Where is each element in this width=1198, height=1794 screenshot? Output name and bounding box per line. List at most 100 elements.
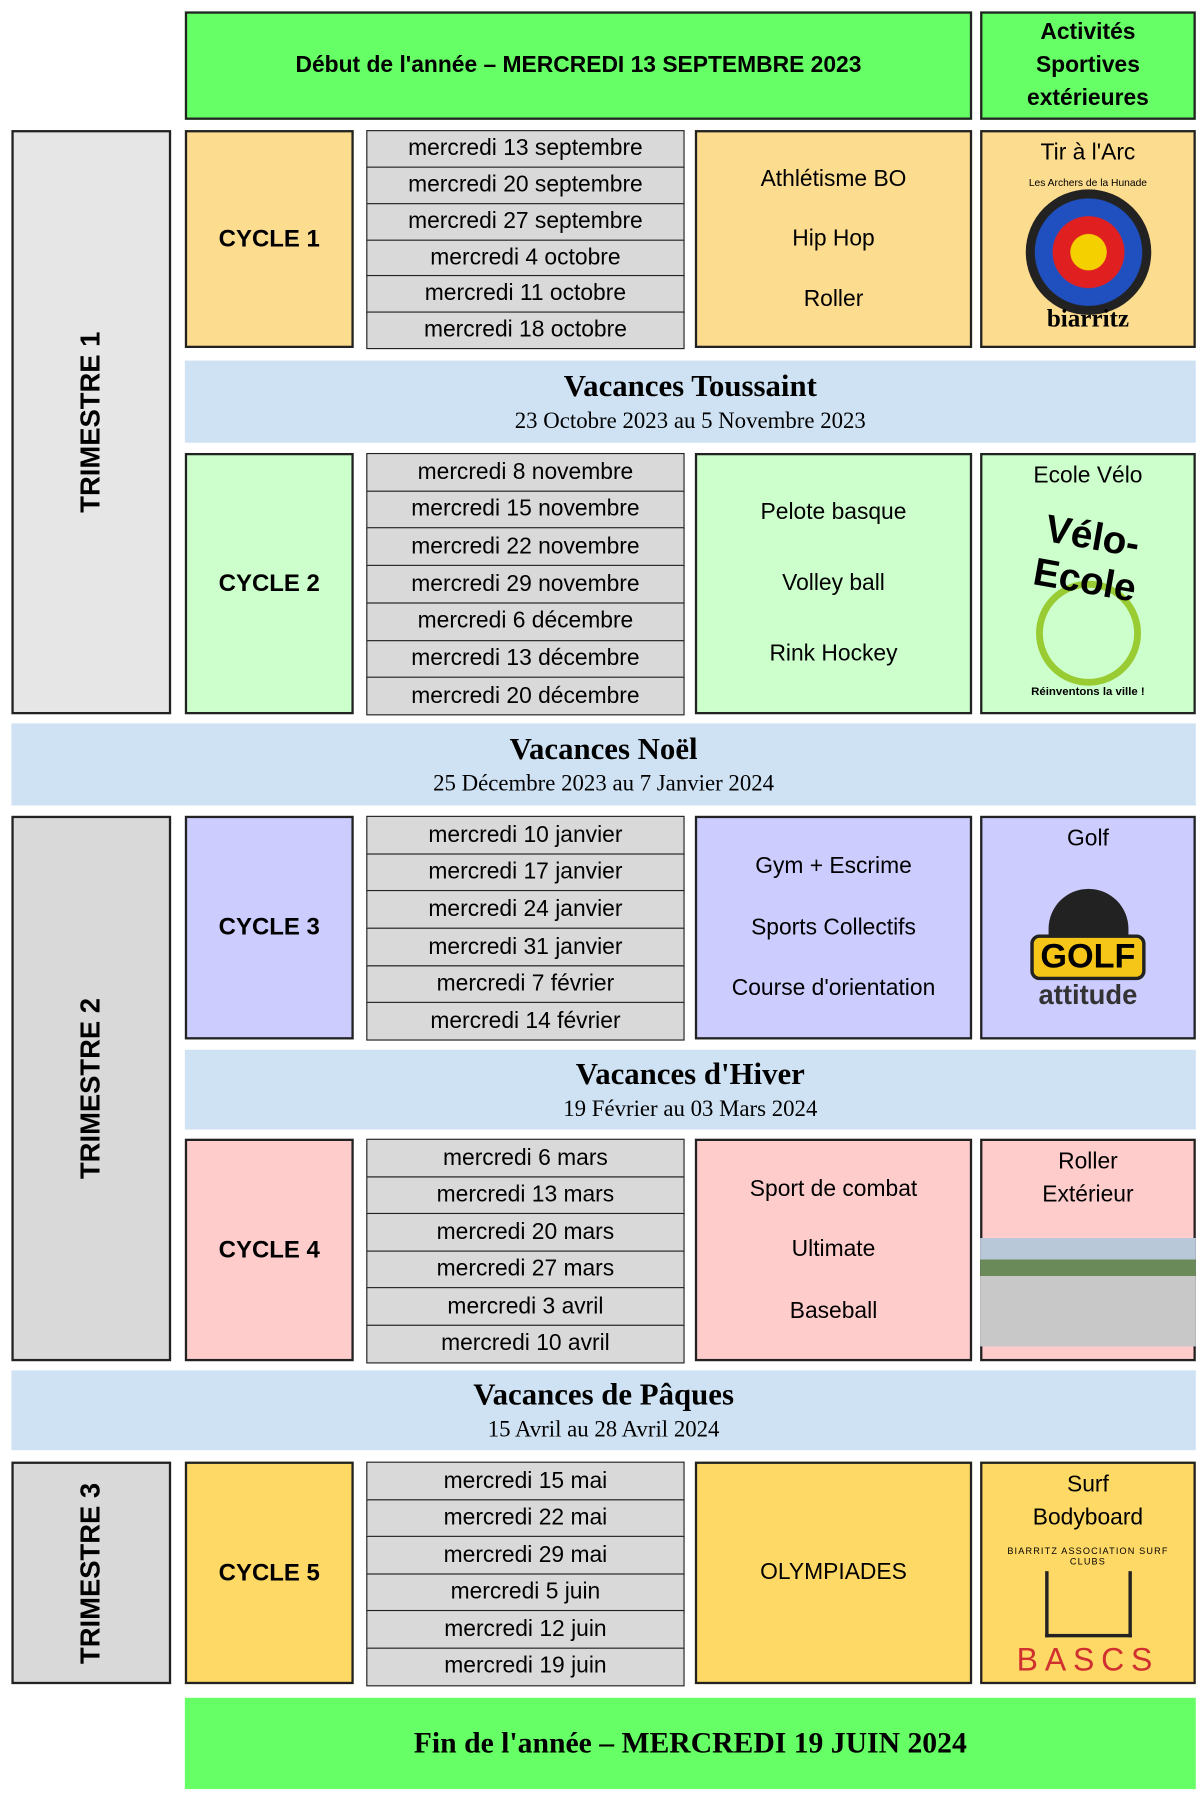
cycle-label: CYCLE 3 bbox=[184, 815, 354, 1040]
activity: OLYMPIADES bbox=[760, 1559, 907, 1585]
date: mercredi 5 juin bbox=[366, 1572, 685, 1612]
date: mercredi 13 décembre bbox=[366, 639, 685, 679]
cycle-label: CYCLE 2 bbox=[184, 452, 354, 715]
logo-text: Les Archers de la Hunade bbox=[1028, 176, 1148, 189]
outdoor-title: Ecole Vélo bbox=[1033, 463, 1143, 489]
date: mercredi 3 avril bbox=[366, 1287, 685, 1326]
outdoor: Golf GOLF attitude bbox=[980, 815, 1196, 1040]
activity: Ultimate bbox=[791, 1236, 876, 1262]
date: mercredi 20 décembre bbox=[366, 676, 685, 716]
date: mercredi 11 octobre bbox=[366, 275, 685, 314]
outdoor-title: Surf Bodyboard bbox=[1032, 1471, 1144, 1531]
logo: Les Archers de la Hunade biarritz bbox=[991, 177, 1185, 346]
outdoor: Surf Bodyboard BIARRITZ ASSOCIATION SURF … bbox=[980, 1461, 1196, 1685]
outdoor: Tir à l'Arc Les Archers de la Hunade biarr… bbox=[980, 130, 1196, 349]
date: mercredi 7 février bbox=[366, 964, 685, 1004]
trimester-label: TRIMESTRE 2 bbox=[75, 997, 107, 1180]
logo-text: Réinventons la ville ! bbox=[1031, 685, 1145, 698]
date: mercredi 18 octobre bbox=[366, 311, 685, 350]
date: mercredi 10 janvier bbox=[366, 815, 685, 855]
logo-photo bbox=[980, 1237, 1196, 1347]
date: mercredi 20 septembre bbox=[366, 166, 685, 205]
vacation-dates: 23 Octobre 2023 au 5 Novembre 2023 bbox=[514, 408, 866, 434]
date: mercredi 6 décembre bbox=[366, 602, 685, 642]
outdoor: Ecole Vélo Vélo-Ecole Réinventons la ville… bbox=[980, 452, 1196, 715]
activity: Gym + Escrime bbox=[755, 853, 912, 879]
vacation: Vacances Noël 25 Décembre 2023 au 7 Janvi… bbox=[11, 723, 1196, 806]
trimester-label: TRIMESTRE 1 bbox=[75, 331, 107, 513]
date: mercredi 29 mai bbox=[366, 1535, 685, 1575]
vacation-title: Vacances d'Hiver bbox=[575, 1056, 805, 1091]
trimester: TRIMESTRE 2 bbox=[11, 815, 172, 1362]
footer: Fin de l'année – MERCREDI 19 JUIN 2024 bbox=[184, 1697, 1196, 1790]
date: mercredi 15 novembre bbox=[366, 490, 685, 530]
activity: Athlétisme BO bbox=[760, 166, 907, 192]
activity: Rink Hockey bbox=[769, 641, 898, 667]
outdoor-title: Tir à l'Arc bbox=[1040, 140, 1136, 166]
logo-circle bbox=[1035, 580, 1141, 686]
activity: Sport de combat bbox=[749, 1175, 918, 1201]
vacation: Vacances de Pâques 15 Avril au 28 Avril 2… bbox=[11, 1370, 1196, 1451]
outdoor-title: Golf bbox=[1067, 826, 1109, 852]
logo: Vélo-Ecole Réinventons la ville ! bbox=[991, 500, 1185, 712]
vacation-dates: 19 Février au 03 Mars 2024 bbox=[563, 1096, 818, 1122]
date: mercredi 13 mars bbox=[366, 1175, 685, 1215]
activity: Hip Hop bbox=[792, 225, 875, 252]
date: mercredi 29 novembre bbox=[366, 564, 685, 604]
date: mercredi 27 septembre bbox=[366, 202, 685, 241]
activities: Athlétisme BO Hip Hop Roller bbox=[694, 130, 973, 349]
vacation-title: Vacances de Pâques bbox=[473, 1377, 734, 1412]
date: mercredi 20 mars bbox=[366, 1212, 685, 1252]
activity: Pelote basque bbox=[760, 499, 907, 525]
activity: Volley ball bbox=[782, 570, 885, 596]
logo bbox=[980, 1219, 1196, 1359]
date: mercredi 17 janvier bbox=[366, 853, 685, 893]
date: mercredi 19 juin bbox=[366, 1647, 685, 1686]
vacation-dates: 15 Avril au 28 Avril 2024 bbox=[487, 1417, 720, 1443]
logo: BIARRITZ ASSOCIATION SURF CLUBS BASCS bbox=[991, 1541, 1185, 1681]
date: mercredi 22 novembre bbox=[366, 527, 685, 567]
logo-text: attitude bbox=[1038, 979, 1138, 1011]
date: mercredi 10 avril bbox=[366, 1324, 685, 1363]
date: mercredi 27 mars bbox=[366, 1249, 685, 1289]
activities: Gym + Escrime Sports Collectifs Course d'o… bbox=[694, 815, 973, 1040]
activities: Sport de combat Ultimate Baseball bbox=[694, 1138, 973, 1362]
activities: Pelote basque Volley ball Rink Hockey bbox=[694, 452, 973, 715]
logo-text: Vélo-Ecole bbox=[1029, 506, 1143, 611]
date: mercredi 8 novembre bbox=[366, 452, 685, 493]
cycle-label: CYCLE 1 bbox=[184, 130, 354, 349]
date: mercredi 22 mai bbox=[366, 1498, 685, 1538]
trimester: TRIMESTRE 1 bbox=[11, 130, 172, 715]
date: mercredi 6 mars bbox=[366, 1138, 685, 1178]
date: mercredi 12 juin bbox=[366, 1609, 685, 1649]
cycle-label: CYCLE 4 bbox=[184, 1138, 354, 1362]
logo-ball bbox=[1048, 888, 1128, 934]
logo-text: BASCS bbox=[1016, 1641, 1160, 1677]
date: mercredi 4 octobre bbox=[366, 239, 685, 278]
vacation: Vacances Toussaint 23 Octobre 2023 au 5 N… bbox=[184, 360, 1196, 443]
vacation-title: Vacances Toussaint bbox=[563, 368, 817, 403]
activity: Baseball bbox=[789, 1297, 878, 1323]
date: mercredi 31 janvier bbox=[366, 927, 685, 967]
date: mercredi 14 février bbox=[366, 1002, 685, 1042]
logo-text: GOLF bbox=[1030, 933, 1146, 980]
header-activities: Activités Sportives extérieures bbox=[980, 11, 1196, 120]
logo-target bbox=[1025, 189, 1151, 315]
header-start: Début de l'année – MERCREDI 13 SEPTEMBRE… bbox=[184, 11, 973, 120]
vacation-title: Vacances Noël bbox=[509, 731, 698, 766]
trimester-label: TRIMESTRE 3 bbox=[75, 1482, 107, 1664]
logo-house bbox=[1044, 1570, 1132, 1637]
date: mercredi 15 mai bbox=[366, 1461, 685, 1501]
logo: GOLF attitude bbox=[991, 863, 1185, 1038]
activity: Sports Collectifs bbox=[751, 914, 916, 940]
activities: OLYMPIADES bbox=[694, 1461, 973, 1685]
outdoor-title: Roller Extérieur bbox=[1042, 1148, 1134, 1208]
logo-text: BIARRITZ ASSOCIATION SURF CLUBS bbox=[1007, 1545, 1169, 1567]
cycle-label: CYCLE 5 bbox=[184, 1461, 354, 1685]
date: mercredi 13 septembre bbox=[366, 130, 685, 169]
vacation: Vacances d'Hiver 19 Février au 03 Mars 20… bbox=[184, 1049, 1196, 1130]
outdoor: Roller Extérieur bbox=[980, 1138, 1196, 1362]
activity: Roller bbox=[803, 285, 864, 311]
vacation-dates: 25 Décembre 2023 au 7 Janvier 2024 bbox=[433, 771, 775, 797]
